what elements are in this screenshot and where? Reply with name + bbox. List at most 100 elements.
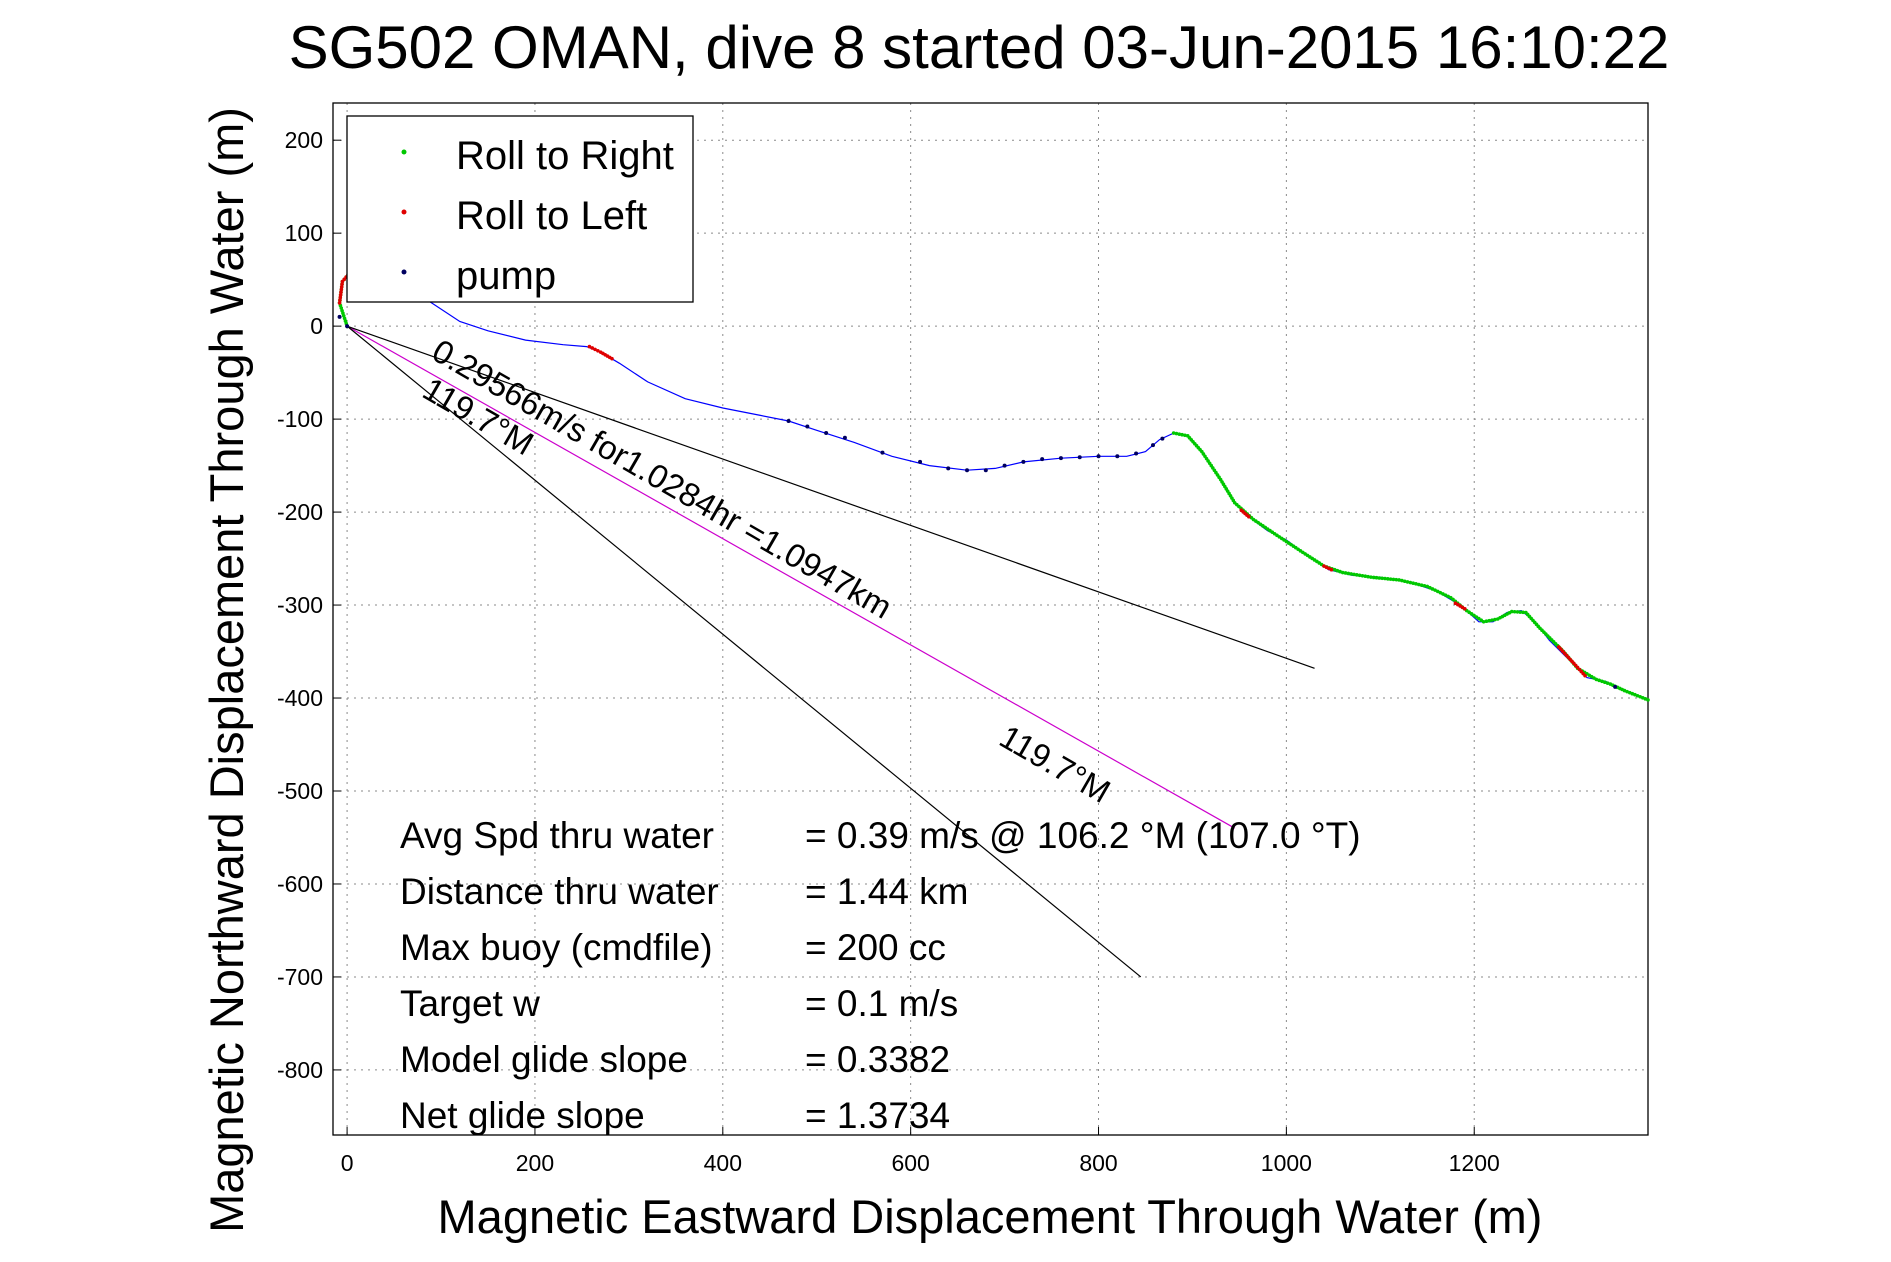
roll-right-point — [1340, 570, 1345, 575]
roll-right-point — [1386, 577, 1390, 581]
pump-point — [880, 450, 885, 455]
pump-point — [1134, 451, 1139, 456]
roll-right-point — [1521, 610, 1525, 615]
roll-left-point — [339, 285, 344, 289]
x-tick-label: 0 — [341, 1150, 354, 1176]
y-tick-label: 0 — [310, 313, 323, 339]
roll-left-point — [1329, 567, 1334, 572]
roll-right-point — [1484, 619, 1489, 624]
roll-right-point — [1646, 698, 1650, 702]
roll-right-point — [1394, 577, 1399, 582]
track-layer — [337, 264, 1650, 702]
y-tick-label: -200 — [277, 499, 323, 525]
pump-point — [1002, 463, 1007, 468]
chart-title: SG502 OMAN, dive 8 started 03-Jun-2015 1… — [289, 14, 1670, 81]
roll-right-point — [1481, 619, 1486, 624]
roll-left-point — [338, 295, 343, 300]
stats-block: Avg Spd thru water = 0.39 m/s @ 106.2 °M … — [400, 815, 1361, 1136]
roll-right-point — [1594, 677, 1599, 682]
roll-left-point — [339, 287, 344, 292]
y-tick-label: -400 — [277, 685, 323, 711]
stat-value: = 0.1 m/s — [805, 983, 958, 1024]
roll-right-point — [1422, 584, 1427, 588]
roll-right-point — [1510, 609, 1514, 614]
y-tick-label: -300 — [277, 592, 323, 618]
roll-right-point — [1174, 431, 1179, 436]
legend-box — [346, 115, 694, 303]
wedge-upper-line — [346, 325, 1315, 669]
roll-right-point — [1349, 572, 1353, 576]
roll-right-point — [1388, 577, 1393, 581]
roll-right-point — [1408, 580, 1413, 585]
y-tick-label: -800 — [277, 1057, 323, 1083]
stat-value: = 200 cc — [805, 927, 946, 968]
wedge-lower-line — [346, 325, 1142, 978]
roll-right-point — [1371, 575, 1376, 580]
legend-marker — [401, 269, 407, 275]
stat-value: = 1.44 km — [805, 871, 969, 912]
roll-left-point — [1583, 673, 1587, 678]
roll-left-point — [587, 344, 592, 349]
stat-value: = 0.39 m/s @ 106.2 °M (107.0 °T) — [805, 815, 1361, 856]
roll-right-point — [1397, 578, 1401, 582]
roll-right-point — [1366, 574, 1370, 579]
roll-right-point — [1512, 609, 1517, 614]
roll-right-point — [1363, 574, 1368, 579]
roll-right-point — [1414, 582, 1418, 586]
legend-marker — [401, 209, 407, 215]
pump-point — [1040, 457, 1045, 462]
y-tick-label: 200 — [285, 127, 323, 153]
roll-right-point — [1377, 576, 1382, 580]
line-annotation: 0.29566m/s for1.0284hr =1.0947km — [426, 332, 898, 626]
x-tick-label: 1000 — [1261, 1150, 1312, 1176]
pump-point — [337, 314, 342, 319]
pump-point — [983, 468, 988, 473]
roll-right-point — [1343, 571, 1348, 575]
roll-right-point — [1490, 618, 1494, 622]
roll-right-point — [1183, 433, 1187, 438]
stat-label: Target w — [400, 983, 540, 1024]
pump-point — [1096, 454, 1101, 459]
roll-left-point — [340, 282, 344, 286]
roll-left-point — [338, 298, 342, 303]
roll-right-point — [1487, 618, 1492, 623]
pump-point — [824, 431, 829, 436]
stat-label: Max buoy (cmdfile) — [400, 927, 713, 968]
pump-point — [1613, 684, 1618, 689]
pump-point — [965, 468, 970, 473]
roll-right-point — [1357, 573, 1362, 578]
roll-right-point — [1602, 680, 1607, 685]
roll-right-point — [1493, 617, 1497, 622]
roll-right-point — [1360, 573, 1365, 578]
grid-layer — [333, 103, 1648, 1135]
roll-right-point — [1355, 573, 1359, 577]
roll-right-point — [1518, 610, 1523, 614]
tick-labels: 0 200 400 600 800 1000 12002001000-100-200-300… — [277, 127, 1500, 1176]
roll-left-point — [1463, 606, 1467, 611]
pump-point — [345, 324, 350, 329]
roll-left-point — [339, 290, 343, 295]
annotations: 0.29566m/s for1.0284hr =1.0947km119.7°M1… — [417, 332, 1117, 810]
stat-label: Distance thru water — [400, 871, 719, 912]
roll-right-point — [1419, 583, 1424, 587]
stat-label: Model glide slope — [400, 1039, 688, 1080]
pump-point — [1058, 456, 1063, 461]
roll-right-point — [1374, 575, 1379, 580]
pump-point — [805, 424, 810, 429]
roll-right-point — [1180, 432, 1184, 437]
legend-label: Roll to Right — [456, 134, 674, 178]
roll-right-point — [1400, 578, 1404, 583]
pump-point — [1115, 454, 1120, 459]
roll-left-point — [590, 346, 595, 350]
pump-point — [1077, 455, 1082, 460]
reference-lines — [346, 325, 1315, 978]
legend-label: Roll to Left — [456, 194, 647, 238]
stat-label: Net glide slope — [400, 1095, 645, 1136]
pump-point — [1150, 443, 1155, 448]
roll-right-point — [1405, 580, 1410, 584]
legend-label: pump — [456, 254, 556, 298]
pump-point — [786, 418, 791, 423]
pump-point — [1160, 436, 1165, 441]
stat-label: Avg Spd thru water — [400, 815, 714, 856]
legend-marker — [401, 149, 407, 155]
